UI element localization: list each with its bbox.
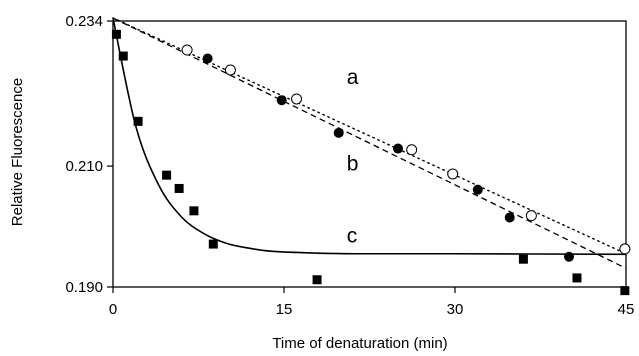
marker-b [504, 212, 515, 223]
x-axis-label: Time of denaturation (min) [272, 335, 447, 352]
marker-c [518, 254, 528, 264]
fit-line-b [112, 17, 627, 269]
curve-label-b: b [347, 152, 359, 175]
marker-c [189, 206, 199, 216]
curve-label-c: c [347, 224, 358, 247]
marker-b [202, 53, 213, 64]
marker-a [619, 243, 631, 255]
marker-c [111, 29, 121, 39]
plot-frame [112, 20, 627, 288]
marker-c [133, 116, 143, 126]
marker-a [291, 93, 303, 105]
marker-b [564, 251, 574, 262]
marker-c [312, 275, 322, 285]
plot-frame-rect [112, 20, 627, 288]
fit-line-c [112, 17, 627, 256]
y-axis-label: Relative Fluorescence [9, 78, 26, 226]
marker-c [572, 273, 582, 283]
x-tick-label: 0 [109, 301, 117, 318]
fit-line-a [112, 17, 627, 255]
curve-labels: a b c [347, 66, 359, 247]
axis-ticks: 0 15 30 45 0.190 0.210 0.234 [65, 13, 634, 318]
x-tick-label: 45 [618, 301, 635, 318]
marker-c [620, 286, 630, 296]
y-tick-label: 0.210 [65, 158, 103, 175]
fit-lines [112, 17, 627, 269]
marker-b [333, 127, 344, 138]
marker-b [472, 184, 483, 195]
marker-a [447, 168, 459, 180]
marker-a [406, 144, 418, 156]
y-tick-label: 0.190 [65, 279, 103, 296]
curve-label-a: a [347, 66, 359, 89]
marker-b [276, 95, 287, 106]
x-tick-label: 30 [447, 301, 464, 318]
marker-a [525, 210, 537, 222]
marker-c [162, 170, 172, 180]
x-tick-label: 15 [276, 301, 293, 318]
marker-c [208, 239, 218, 249]
data-markers [111, 29, 631, 296]
marker-c [174, 183, 184, 193]
y-tick-label: 0.234 [65, 13, 103, 30]
marker-a [181, 44, 193, 56]
marker-a [224, 64, 236, 76]
marker-c [118, 51, 128, 61]
marker-b [393, 143, 403, 154]
